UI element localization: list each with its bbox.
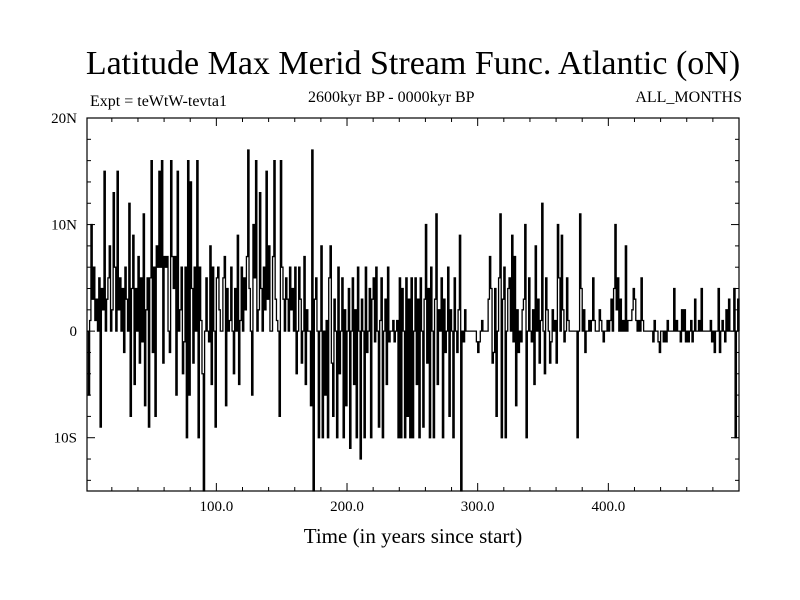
x-tick-label: 300.0 [461,499,495,515]
y-tick-label: 10N [51,218,77,234]
y-tick-label: 10S [54,431,77,447]
y-tick-label: 0 [70,324,78,340]
x-tick-label: 100.0 [199,499,233,515]
plot-frame [86,117,740,492]
x-axis-label: Time (in years since start) [303,524,523,548]
months-label: ALL_MONTHS [635,89,742,106]
y-tick-label: 20N [51,111,77,127]
experiment-label: Expt = teWtW-tevta1 [90,93,227,110]
chart-subtitle: 2600kyr BP - 0000kyr BP [308,89,475,106]
x-tick-label: 200.0 [330,499,364,515]
ticks-layer: 100.0 200.0 300.0 400.0 20N 10N 0 10S [51,111,739,515]
series-layer [87,149,740,492]
chart-title: Latitude Max Merid Stream Func. Atlantic… [85,45,741,82]
series-line-0 [87,149,740,492]
x-tick-label: 400.0 [591,499,625,515]
